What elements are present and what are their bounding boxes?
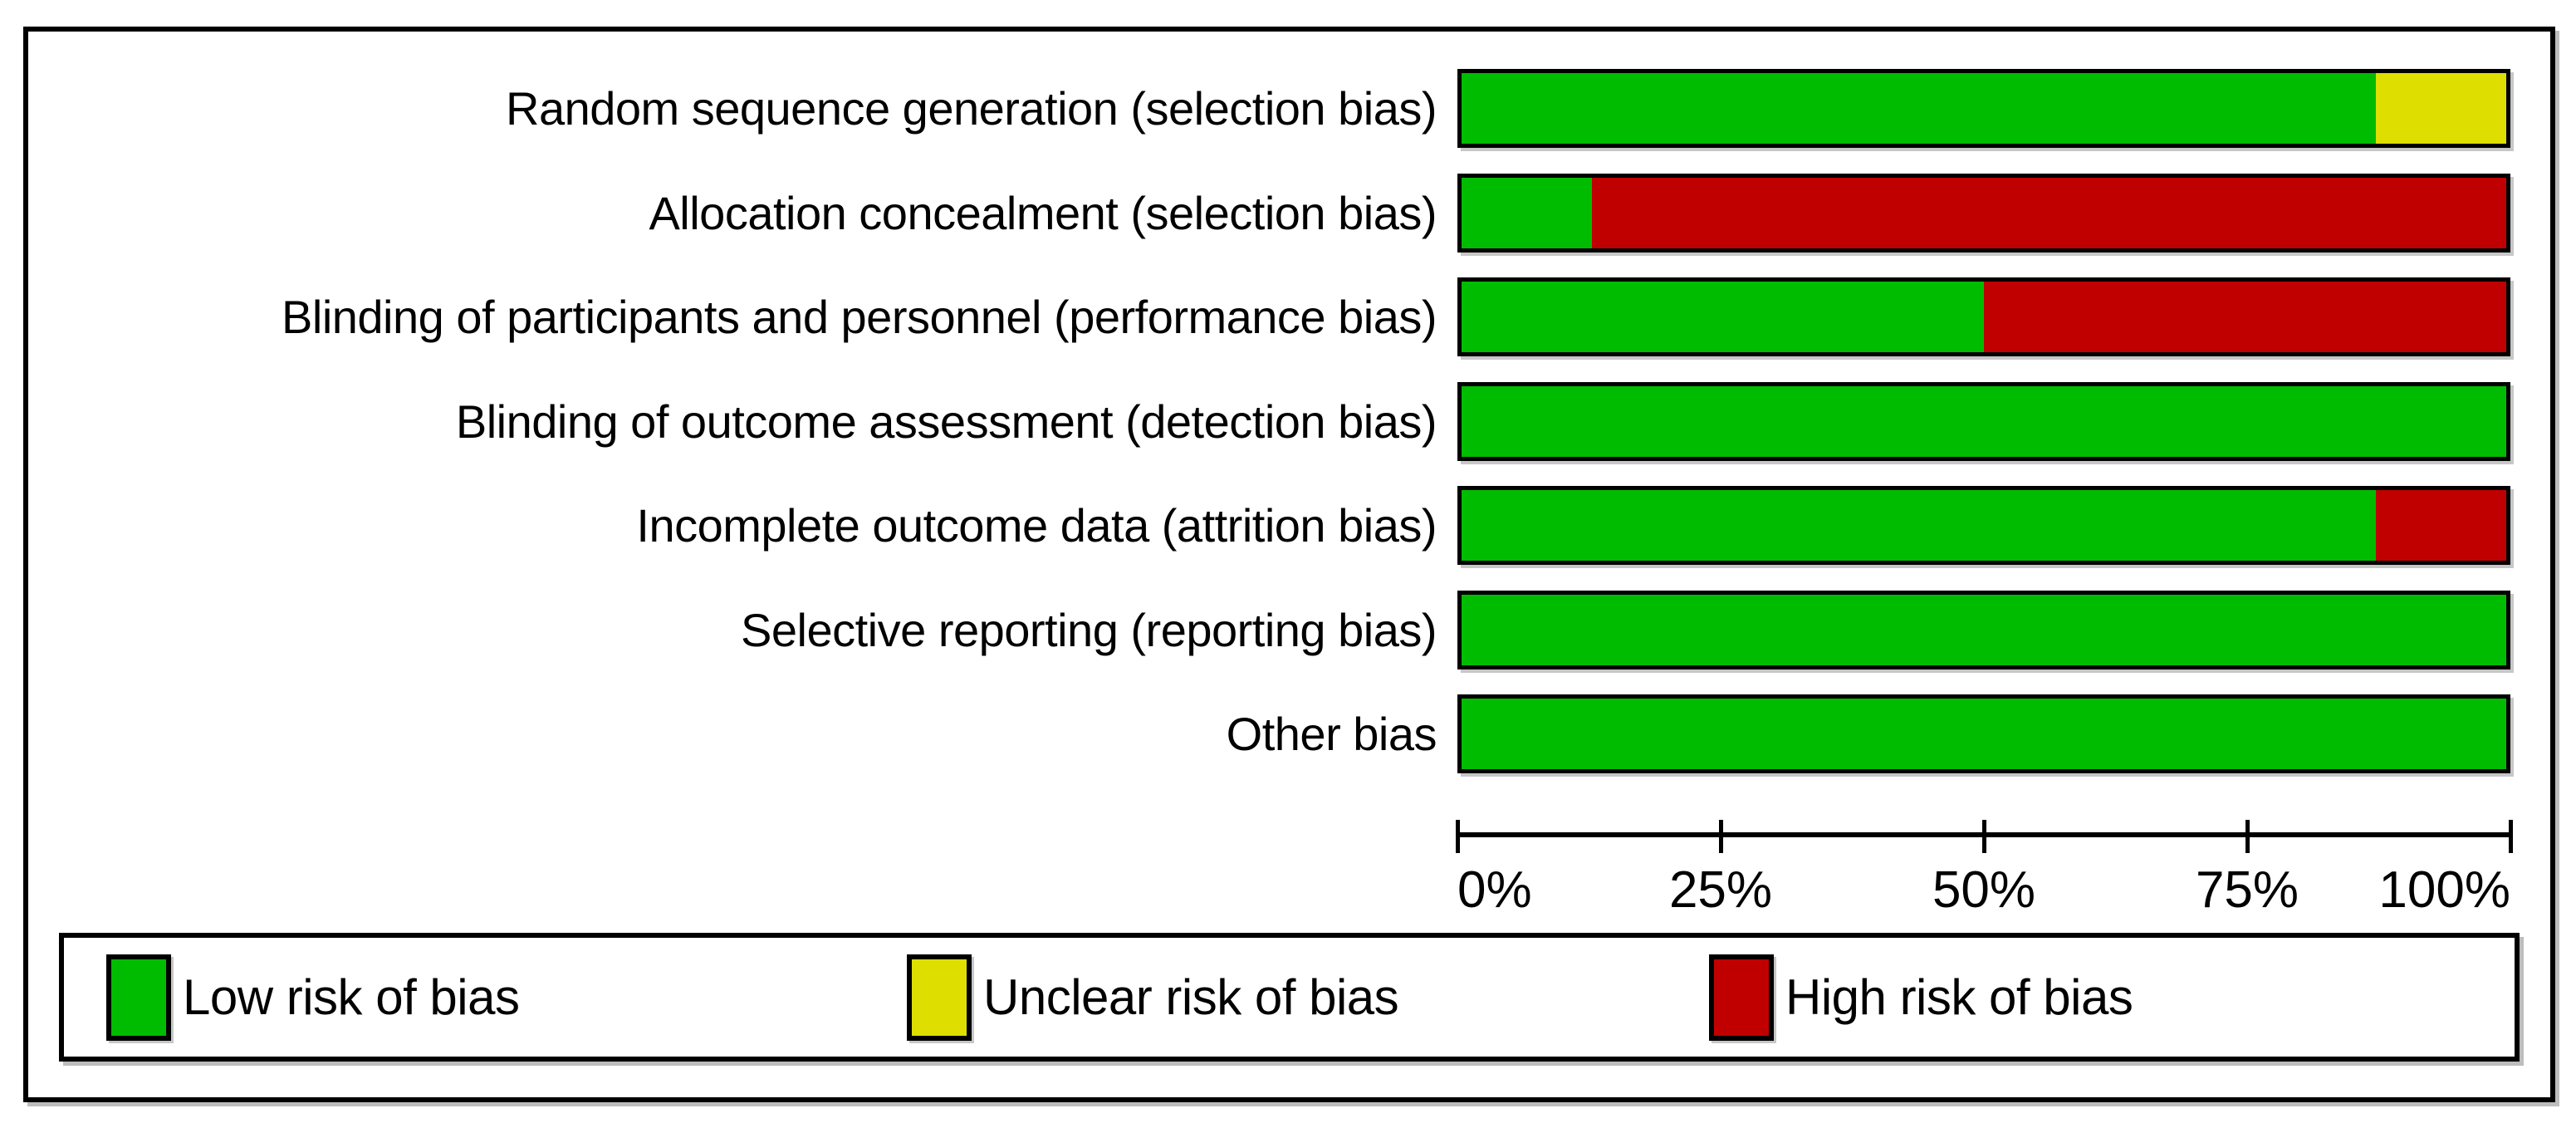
x-axis-tick <box>2245 820 2250 853</box>
high-risk-segment <box>2375 490 2506 561</box>
bias-domain-label: Allocation concealment (selection bias) <box>649 186 1437 239</box>
risk-bar-row: Incomplete outcome data (attrition bias) <box>28 486 2510 565</box>
bias-domain-label: Blinding of outcome assessment (detectio… <box>455 395 1437 448</box>
stacked-bar <box>1457 590 2510 669</box>
stacked-bar <box>1457 694 2510 773</box>
x-axis-tick-label: 100% <box>2378 861 2510 919</box>
low-risk-segment <box>1462 73 2376 144</box>
legend-color-swatch <box>1709 954 1774 1041</box>
legend-color-swatch <box>907 954 972 1041</box>
x-axis-tick <box>1982 820 1986 853</box>
high-risk-segment <box>1592 177 2506 248</box>
bias-domain-label: Random sequence generation (selection bi… <box>506 82 1437 135</box>
risk-bar-row: Blinding of outcome assessment (detectio… <box>28 381 2510 461</box>
risk-bar-row: Other bias <box>28 694 2510 773</box>
stacked-bar <box>1457 486 2510 565</box>
risk-bar-row: Random sequence generation (selection bi… <box>28 69 2510 148</box>
high-risk-segment <box>1984 282 2506 352</box>
unclear-risk-segment <box>2375 73 2506 144</box>
stacked-bar <box>1457 69 2510 148</box>
legend-item-label: High risk of bias <box>1785 969 2133 1025</box>
x-axis-tick <box>1456 820 1460 853</box>
low-risk-segment <box>1462 282 1984 352</box>
x-axis-tick-label: 0% <box>1457 861 1532 919</box>
chart-frame: Random sequence generation (selection bi… <box>23 27 2555 1102</box>
low-risk-segment <box>1462 385 2506 457</box>
legend-item-label: Unclear risk of bias <box>983 969 1399 1025</box>
legend-color-swatch <box>106 954 171 1041</box>
low-risk-segment <box>1462 699 2506 769</box>
legend-item: Low risk of bias <box>106 938 520 1057</box>
risk-bar-row: Blinding of participants and personnel (… <box>28 277 2510 356</box>
risk-bar-row: Selective reporting (reporting bias) <box>28 590 2510 669</box>
bias-domain-label: Selective reporting (reporting bias) <box>741 603 1437 656</box>
x-axis-tick-label: 75% <box>2195 861 2299 919</box>
bias-domain-label: Other bias <box>1226 708 1437 760</box>
low-risk-segment <box>1462 490 2376 561</box>
bias-domain-label: Blinding of participants and personnel (… <box>282 291 1437 343</box>
x-axis-tick-label: 25% <box>1668 861 1773 919</box>
legend-item: Unclear risk of bias <box>907 938 1399 1057</box>
low-risk-segment <box>1462 177 1593 248</box>
risk-bar-row: Allocation concealment (selection bias) <box>28 173 2510 253</box>
low-risk-segment <box>1462 594 2506 665</box>
plot-area: Random sequence generation (selection bi… <box>28 32 2550 1097</box>
legend-item: High risk of bias <box>1709 938 2133 1057</box>
bias-domain-label: Incomplete outcome data (attrition bias) <box>636 499 1437 552</box>
x-axis-tick <box>2509 820 2513 853</box>
x-axis-tick-label: 50% <box>1932 861 2036 919</box>
stacked-bar <box>1457 173 2510 253</box>
stacked-bar <box>1457 277 2510 356</box>
legend: Low risk of bias Unclear risk of bias Hi… <box>59 933 2520 1062</box>
legend-item-label: Low risk of bias <box>183 969 520 1025</box>
x-axis-tick <box>1719 820 1723 853</box>
stacked-bar <box>1457 381 2510 461</box>
